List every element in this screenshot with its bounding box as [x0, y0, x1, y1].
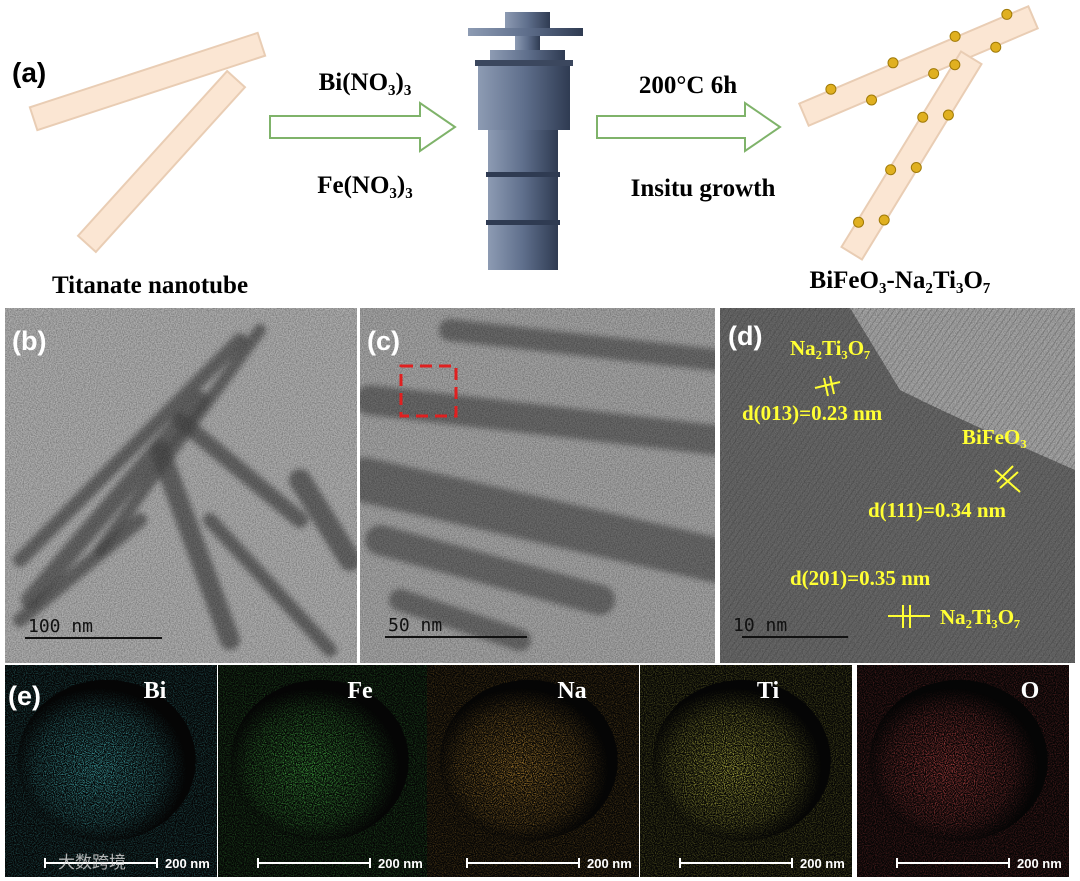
annotation: Na₂Ti₃O₇: [790, 336, 870, 360]
panel-d: [720, 308, 1075, 663]
arrow: [596, 101, 782, 153]
nanoparticle: [1001, 8, 1013, 20]
nanoparticle: [928, 68, 940, 80]
annotation: BiFeO₃: [962, 425, 1027, 449]
product-nanotubes: [797, 4, 1040, 261]
caption: BiFeO₃-Na₂Ti₃O₇: [810, 267, 991, 294]
panel-b: [5, 308, 357, 663]
nanoparticle: [878, 214, 890, 226]
annotation: d(111)=0.34 nm: [868, 498, 1006, 522]
element-label: Bi: [144, 678, 167, 704]
panel-label: (e): [8, 681, 41, 711]
element-map: Ti 200 nm: [640, 665, 852, 877]
element-label: O: [1021, 678, 1040, 704]
element-map: O 200 nm: [857, 665, 1069, 877]
panel-label: (c): [367, 326, 400, 356]
map-signal: [640, 665, 852, 877]
annotation: d(013)=0.23 nm: [742, 401, 883, 425]
arrow: [269, 101, 457, 153]
panel-e: Bi 200 nm Fe 200 nm Na 200 nm Ti 200 nm O 200 nm: [5, 665, 1069, 877]
reagent: Fe(NO₃)₃: [317, 172, 413, 199]
nanoparticle: [949, 59, 961, 71]
panel-label: (d): [728, 321, 762, 351]
scale-label: 200 nm: [378, 856, 423, 871]
map-signal: [857, 665, 1069, 877]
scale-label: 200 nm: [1017, 856, 1062, 871]
nanoparticle: [887, 57, 899, 69]
panel-a: (a) Bi(NO₃)₃ Fe(NO₃)₃ 200°C 6h Insitu gr…: [12, 4, 1040, 299]
panel-label: (b): [12, 326, 46, 356]
annotation: d(201)=0.35 nm: [790, 566, 931, 590]
annotation: Na₂Ti₃O₇: [940, 605, 1020, 629]
fringe-markers: [814, 375, 1021, 628]
map-signal: [5, 665, 217, 877]
nanoparticle: [825, 83, 837, 95]
nanoparticle: [942, 109, 954, 121]
condition: 200°C 6h: [639, 72, 737, 99]
nanoparticle: [885, 164, 897, 176]
nanoparticle: [917, 111, 929, 123]
highlight-box: [399, 364, 458, 418]
scale-label: 50 nm: [388, 615, 442, 636]
element-map: Bi 200 nm: [5, 665, 217, 877]
nanoparticle: [866, 94, 878, 106]
autoclave: [468, 12, 583, 270]
nanoparticle: [990, 41, 1002, 53]
map-signal: [427, 665, 639, 877]
element-label: Fe: [347, 678, 373, 704]
element-map: Na 200 nm: [427, 665, 639, 877]
nanoparticle: [853, 216, 865, 228]
condition: Insitu growth: [631, 175, 776, 202]
nanoparticle: [949, 30, 961, 42]
caption: Titanate nanotube: [52, 272, 248, 299]
element-label: Ti: [757, 678, 780, 704]
scale-label: 10 nm: [733, 615, 787, 636]
scale-label: 200 nm: [165, 856, 210, 871]
element-label: Na: [557, 678, 586, 704]
scale-label: 200 nm: [587, 856, 632, 871]
panel-label: (a): [12, 57, 46, 88]
map-signal: [218, 665, 430, 877]
scale-label: 200 nm: [800, 856, 845, 871]
watermark: 大数跨境: [58, 853, 126, 873]
scale-label: 100 nm: [28, 616, 93, 637]
element-map: Fe 200 nm: [218, 665, 430, 877]
reagent: Bi(NO₃)₃: [319, 69, 412, 96]
panel-c: [360, 308, 715, 663]
nanoparticle: [910, 162, 922, 173]
